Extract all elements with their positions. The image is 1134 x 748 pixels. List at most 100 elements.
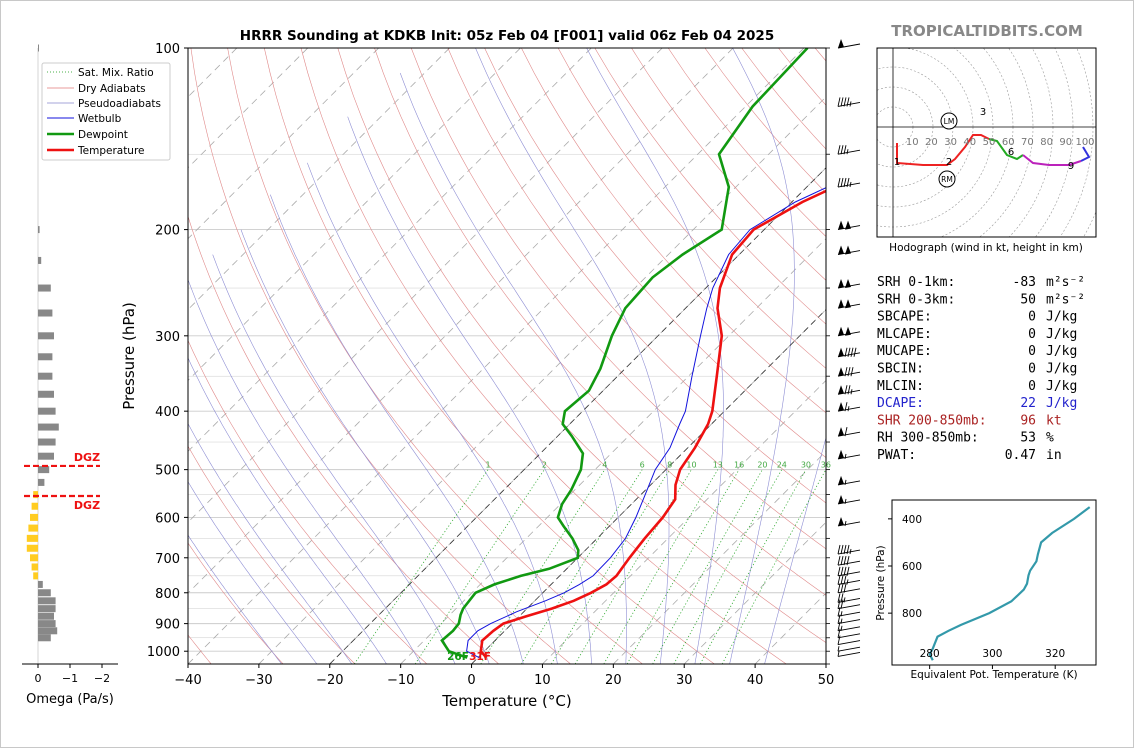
barb-staff — [837, 588, 861, 594]
theta-x-axis-label: Equivalent Pot. Temperature (K) — [910, 669, 1077, 681]
barb-flag — [843, 556, 847, 566]
y-tick-label: 300 — [155, 330, 180, 345]
wind-barb — [837, 646, 861, 652]
omega-bar-descent — [38, 620, 56, 628]
barb-pennant — [838, 299, 844, 309]
mixing-ratio-line — [673, 469, 783, 664]
wind-barb — [837, 566, 861, 577]
barb-staff — [837, 149, 861, 155]
wind-barb — [837, 39, 861, 49]
barb-half-flag — [844, 453, 847, 460]
mixing-ratio-line — [626, 469, 740, 664]
index-label: MUCAPE: — [877, 344, 932, 359]
index-unit: J/kg — [1046, 327, 1077, 342]
wind-barb — [837, 607, 861, 617]
index-unit: J/kg — [1046, 344, 1077, 359]
barb-flag — [837, 593, 841, 603]
hodograph-ring-label: 40 — [963, 137, 976, 148]
storm-motion-marker — [940, 112, 958, 130]
barb-pennant — [838, 279, 844, 289]
barb-pennant — [838, 402, 844, 412]
index-value: 96 — [1020, 413, 1036, 428]
x-tick-label: 10 — [534, 673, 551, 688]
y-tick-label: 1000 — [147, 645, 180, 660]
barb-flag — [837, 177, 841, 188]
barb-flag — [837, 621, 841, 631]
pseudoadiabat — [240, 229, 490, 664]
omega-tick-label: 0 — [35, 672, 42, 685]
barb-flag — [843, 583, 847, 593]
hodograph-ring-label: 70 — [1021, 137, 1034, 148]
omega-bar-descent — [38, 634, 51, 642]
dry-adiabat — [190, 48, 571, 664]
barb-flag — [844, 402, 848, 412]
barb-flag — [850, 347, 854, 357]
hodograph-height-label: 6 — [1008, 147, 1014, 158]
hodograph-segment — [1080, 146, 1091, 162]
omega-bar-descent — [38, 438, 56, 446]
wind-barb — [837, 220, 861, 231]
barb-half-flag — [844, 479, 847, 485]
dry-adiabat — [374, 48, 826, 596]
omega-bar-descent — [38, 478, 45, 486]
storm-motion-marker — [938, 170, 956, 188]
barb-half-flag — [843, 597, 846, 603]
index-row: PWAT: 0.47 in — [877, 448, 1062, 463]
pseudoadiabat — [729, 48, 795, 664]
wind-barb — [837, 449, 861, 460]
zero-isotherm — [471, 308, 826, 664]
dgz-label-bottom: DGZ — [74, 499, 100, 512]
barb-staff — [837, 580, 861, 585]
barb-flag — [846, 556, 850, 566]
omega-bar-descent — [38, 407, 56, 415]
hodograph-height-label: 3 — [980, 107, 986, 118]
minus20-isotherm — [329, 167, 826, 664]
barb-half-flag — [840, 625, 843, 631]
surface-dewpoint-label: 26F — [447, 651, 469, 663]
omega-bar-descent — [38, 580, 43, 588]
hodograph-ring-label: 60 — [1002, 137, 1015, 148]
barb-staff — [837, 626, 861, 632]
theta-x-tick-label: 300 — [982, 648, 1002, 660]
y-tick-label: 400 — [155, 405, 180, 420]
index-label: MLCIN: — [877, 379, 924, 394]
omega-bar-descent — [38, 390, 54, 398]
wind-barb — [837, 475, 861, 486]
hodograph-segment — [896, 134, 990, 166]
theta-e-line — [928, 506, 1091, 661]
omega-axis: 0 −1 −2 — [22, 663, 118, 685]
y-tick-label: 700 — [155, 552, 180, 567]
chart-title: HRRR Sounding at KDKB Init: 05z Feb 04 [… — [240, 28, 774, 44]
theta-y-tick-label: 600 — [902, 561, 922, 573]
barb-half-flag — [844, 498, 847, 505]
pseudoadiabat — [399, 72, 627, 664]
index-row: SRH 0-1km: -83 m²s⁻² — [877, 275, 1085, 290]
barb-flag — [837, 97, 841, 107]
wind-barb — [837, 402, 861, 412]
pseudoadiabat — [188, 534, 282, 664]
barb-flag — [846, 97, 850, 107]
omega-bar-descent — [38, 612, 54, 620]
barb-flag — [843, 566, 847, 576]
index-value: 50 — [1020, 292, 1036, 307]
index-unit: J/kg — [1046, 379, 1077, 394]
wind-barb — [837, 326, 861, 337]
y-tick-label: 600 — [155, 511, 180, 526]
barb-flag — [847, 367, 851, 377]
hodograph-segment — [988, 138, 1024, 161]
barb-flag — [837, 544, 841, 555]
index-unit: % — [1046, 431, 1054, 446]
wind-barb — [837, 279, 861, 289]
barb-flag — [837, 635, 841, 645]
barb-flag — [837, 599, 841, 609]
barb-pennant — [838, 326, 844, 336]
y-tick-label: 100 — [155, 42, 180, 57]
mixing-ratio-label: 1 — [485, 461, 490, 470]
isotherm — [188, 48, 521, 382]
omega-bar-descent — [38, 309, 53, 317]
theta-x-tick-label: 280 — [920, 648, 940, 660]
hodograph-ring-label: 30 — [944, 137, 957, 148]
barb-flag — [840, 566, 844, 576]
barb-flag — [840, 145, 844, 155]
barb-flag — [840, 556, 844, 566]
